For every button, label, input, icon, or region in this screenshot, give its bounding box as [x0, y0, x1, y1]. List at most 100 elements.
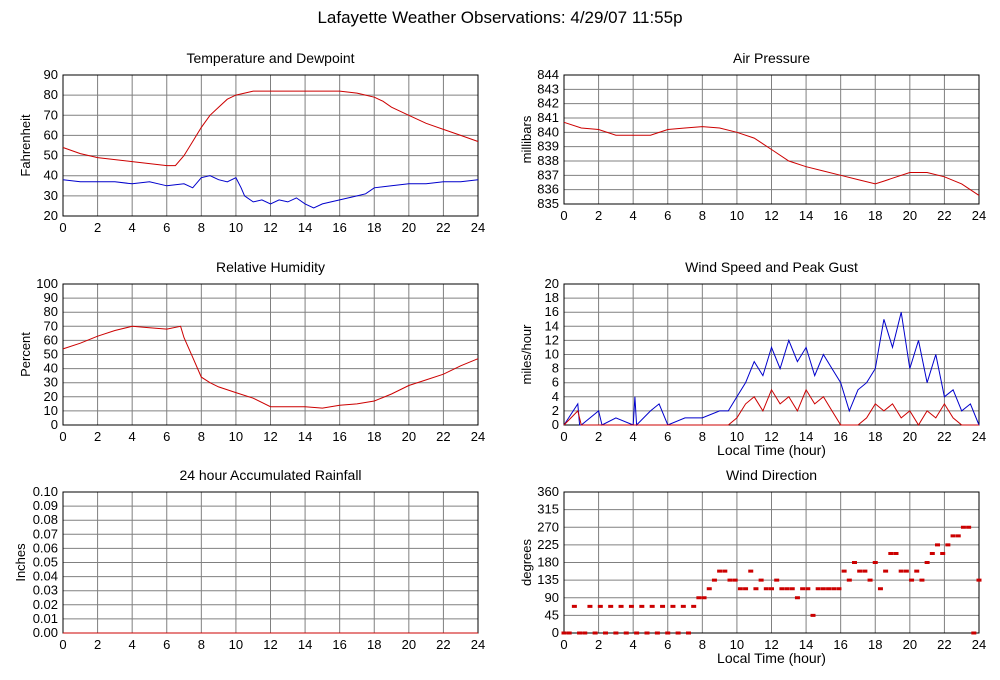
data-point: [644, 631, 650, 635]
x-axis-label: Local Time (hour): [717, 650, 826, 666]
data-point: [805, 587, 811, 591]
y-tick-label: 135: [537, 572, 559, 587]
x-tick-label: 18: [868, 429, 882, 444]
x-tick-label: 14: [298, 220, 312, 235]
x-tick-label: 2: [595, 429, 602, 444]
data-point: [862, 569, 868, 573]
y-tick-label: 30: [44, 188, 58, 203]
y-tick-label: 50: [44, 148, 58, 163]
x-tick-label: 20: [402, 637, 416, 652]
x-tick-label: 0: [59, 429, 66, 444]
data-point: [877, 587, 883, 591]
y-tick-label: 10: [545, 347, 559, 362]
y-tick-label: 10: [44, 403, 58, 418]
data-point: [696, 596, 702, 600]
x-tick-label: 0: [560, 208, 567, 223]
y-tick-label: 836: [537, 182, 559, 197]
plot-frame: [563, 74, 980, 205]
y-tick-label: 0.09: [33, 498, 58, 513]
plot-frame: [62, 74, 479, 217]
x-tick-label: 22: [436, 429, 450, 444]
x-tick-label: 8: [198, 429, 205, 444]
series-line-0: [563, 312, 980, 427]
y-axis-label: Fahrenheit: [18, 114, 33, 177]
x-tick-label: 18: [868, 637, 882, 652]
y-tick-label: 840: [537, 124, 559, 139]
chart-title: Air Pressure: [733, 50, 810, 66]
data-point: [758, 578, 764, 582]
series-line-0: [62, 325, 479, 409]
x-tick-label: 4: [129, 637, 136, 652]
plot-frame: [62, 283, 479, 426]
data-point: [789, 587, 795, 591]
data-point: [955, 534, 961, 538]
x-tick-label: 16: [332, 429, 346, 444]
y-tick-label: 14: [545, 318, 559, 333]
y-tick-label: 842: [537, 96, 559, 111]
x-tick-label: 16: [833, 429, 847, 444]
x-tick-label: 6: [664, 637, 671, 652]
data-point: [831, 587, 837, 591]
y-tick-label: 0: [552, 625, 559, 640]
x-tick-label: 20: [402, 220, 416, 235]
data-point: [748, 569, 754, 573]
y-tick-label: 270: [537, 519, 559, 534]
x-tick-label: 8: [198, 637, 205, 652]
chart-title: 24 hour Accumulated Rainfall: [179, 467, 361, 483]
x-tick-label: 10: [730, 208, 744, 223]
x-tick-label: 4: [129, 429, 136, 444]
x-tick-label: 22: [436, 220, 450, 235]
x-tick-label: 10: [730, 637, 744, 652]
data-point: [836, 587, 842, 591]
data-point: [722, 569, 728, 573]
data-point: [898, 569, 904, 573]
x-tick-label: 20: [402, 429, 416, 444]
x-tick-label: 6: [664, 429, 671, 444]
data-point: [867, 578, 873, 582]
x-tick-label: 22: [436, 637, 450, 652]
data-point: [800, 587, 806, 591]
data-point: [665, 631, 671, 635]
x-tick-label: 24: [471, 637, 485, 652]
chart-temp: 0 2 4 6 8 10 12 14 16 18 20 22 242030405060708090Tem…: [18, 50, 485, 235]
data-point: [903, 569, 909, 573]
y-tick-label: 838: [537, 153, 559, 168]
x-tick-label: 2: [94, 637, 101, 652]
data-point: [743, 587, 749, 591]
y-tick-label: 90: [545, 590, 559, 605]
y-tick-label: 20: [545, 276, 559, 291]
y-tick-label: 90: [44, 67, 58, 82]
data-point: [784, 587, 790, 591]
y-tick-label: 0.07: [33, 526, 58, 541]
y-axis-label: Percent: [18, 332, 33, 377]
chart-rain: 0 2 4 6 8 10 12 14 16 18 20 22 240.000.010.020.030.0…: [13, 467, 485, 652]
data-point: [857, 569, 863, 573]
x-tick-label: 10: [229, 220, 243, 235]
y-tick-label: 835: [537, 196, 559, 211]
x-tick-label: 4: [630, 208, 637, 223]
data-point: [940, 551, 946, 555]
data-point: [737, 587, 743, 591]
plot-frame: [563, 283, 980, 426]
y-axis-label: Inches: [13, 543, 28, 582]
y-tick-label: 80: [44, 304, 58, 319]
data-point: [628, 604, 634, 608]
data-point: [826, 587, 832, 591]
x-tick-label: 12: [764, 637, 778, 652]
data-point: [649, 604, 655, 608]
y-tick-label: 20: [44, 389, 58, 404]
y-tick-label: 90: [44, 290, 58, 305]
y-tick-label: 40: [44, 168, 58, 183]
y-tick-label: 2: [552, 403, 559, 418]
data-point: [966, 525, 972, 529]
data-point: [675, 631, 681, 635]
x-tick-label: 4: [630, 429, 637, 444]
chart-pressure: 0 2 4 6 8 10 12 14 16 18 20 22 248358368378388398408…: [519, 50, 986, 223]
data-point: [753, 587, 759, 591]
chart-title: Wind Direction: [726, 467, 817, 483]
data-point: [841, 569, 847, 573]
y-tick-label: 6: [552, 375, 559, 390]
y-tick-label: 70: [44, 318, 58, 333]
data-point: [763, 587, 769, 591]
x-tick-label: 18: [367, 220, 381, 235]
